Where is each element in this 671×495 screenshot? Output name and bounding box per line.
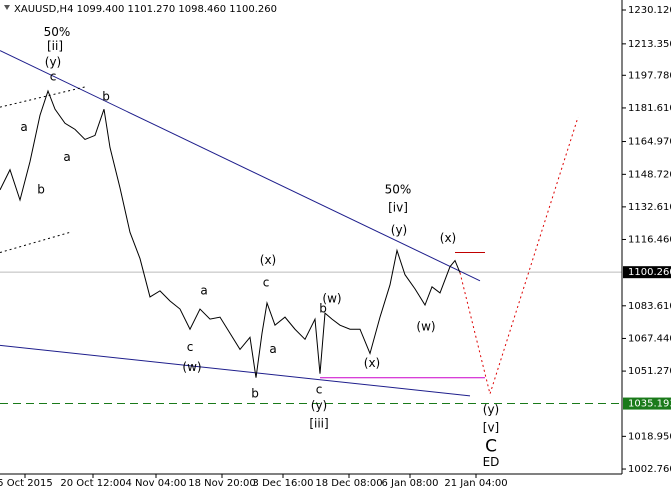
wave-label: a xyxy=(20,120,27,134)
chart-title: XAUUSD,H4 1099.400 1101.270 1098.460 110… xyxy=(14,4,277,15)
x-tick-label: 20 Oct 12:00 xyxy=(60,478,125,489)
wave-label: C xyxy=(485,436,497,456)
wave-label: (x) xyxy=(440,231,456,245)
wave-label: [v] xyxy=(483,421,499,435)
wave-label: c xyxy=(263,275,270,289)
wave-label: a xyxy=(269,342,276,356)
y-tick-label: 1116.460 xyxy=(628,234,671,245)
wave-label: (x) xyxy=(364,356,380,370)
y-tick-label: 1197.780 xyxy=(628,70,671,81)
wave-label: b xyxy=(251,386,259,400)
wave-label: c xyxy=(187,340,194,354)
wave-label: a xyxy=(200,283,207,297)
x-tick-label: 18 Dec 08:00 xyxy=(315,478,382,489)
wave-label: (y) xyxy=(391,223,407,237)
wave-label: ED xyxy=(483,455,500,469)
x-tick-label: 18 Nov 20:00 xyxy=(188,478,255,489)
price-line xyxy=(0,89,461,378)
wave-label: 50% xyxy=(385,182,412,196)
wave-label: (y) xyxy=(45,55,61,69)
y-tick-label: 1132.610 xyxy=(628,202,671,213)
wave-label: b xyxy=(102,90,110,104)
wave-label: (w) xyxy=(182,360,201,374)
y-tick-label: 1002.760 xyxy=(628,464,671,475)
y-tick-label: 1148.720 xyxy=(628,169,671,180)
y-tick-label: 1230.120 xyxy=(628,5,671,16)
wave-label: (y) xyxy=(311,398,327,412)
wave-label: a xyxy=(63,150,70,164)
wave-label: (x) xyxy=(260,253,276,267)
wave-label: [iv] xyxy=(388,201,408,215)
wave-label: [iii] xyxy=(309,417,328,431)
wave-label: (w) xyxy=(416,320,435,334)
wave-label: (w) xyxy=(322,291,341,305)
wave-label: (y) xyxy=(483,402,499,416)
y-tick-label: 1181.610 xyxy=(628,103,671,114)
symbol-icon xyxy=(4,5,10,10)
trend-line xyxy=(459,117,579,396)
wave-label: c xyxy=(316,382,323,396)
wave-label: c xyxy=(50,69,57,83)
y-tick-label: 1067.440 xyxy=(628,333,671,344)
price-box-label: 1035.193 xyxy=(628,399,671,410)
y-tick-label: 1018.950 xyxy=(628,431,671,442)
x-tick-label: 3 Dec 16:00 xyxy=(253,478,314,489)
y-tick-label: 1213.350 xyxy=(628,39,671,50)
price-box xyxy=(623,266,671,279)
wave-label: [ii] xyxy=(47,39,63,53)
plot-area: 50%[ii](y)cababac(w)b(x)ca(w)bc(y)[iii](… xyxy=(0,25,622,469)
x-tick-label: 21 Jan 04:00 xyxy=(444,478,507,489)
y-tick-label: 1164.970 xyxy=(628,137,671,148)
trend-line xyxy=(0,50,481,282)
x-tick-label: 6 Jan 08:00 xyxy=(382,478,439,489)
wave-label: b xyxy=(37,182,45,196)
trend-line xyxy=(0,344,471,397)
y-tick-label: 1083.610 xyxy=(628,301,671,312)
price-box xyxy=(623,397,671,410)
x-tick-label: 5 Oct 2015 xyxy=(0,478,53,489)
wave-label: b xyxy=(319,302,327,316)
x-tick-label: 4 Nov 04:00 xyxy=(125,478,186,489)
price-box-label: 1100.260 xyxy=(628,267,671,278)
wave-label: 50% xyxy=(44,25,71,39)
y-tick-label: 1051.270 xyxy=(628,366,671,377)
trend-line xyxy=(0,231,71,253)
